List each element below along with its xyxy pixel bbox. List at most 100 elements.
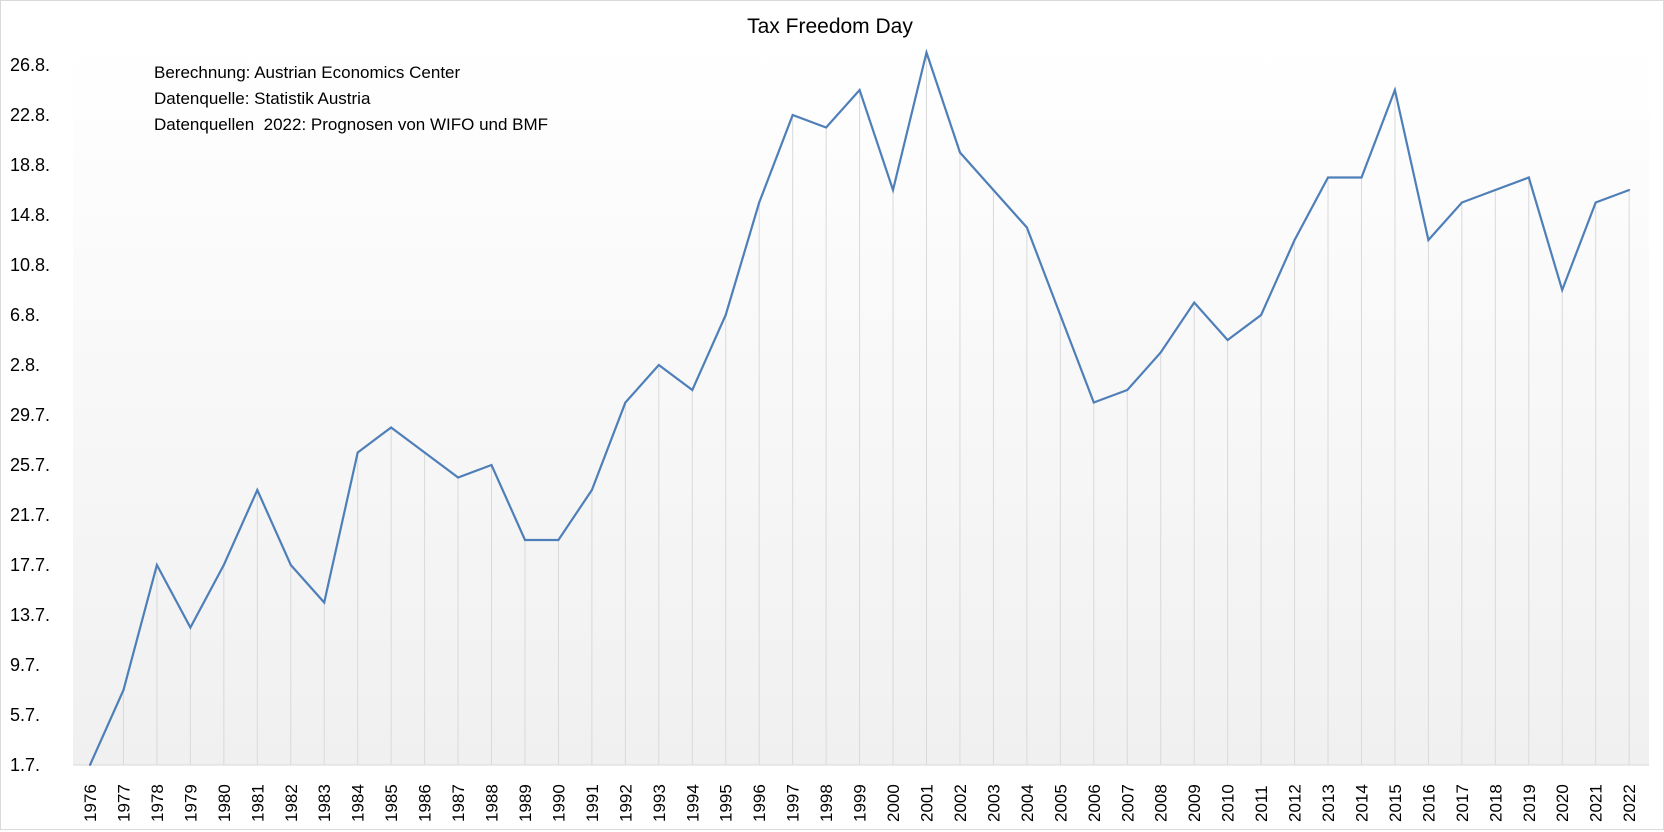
y-tick-label: 21.7. xyxy=(10,505,50,525)
x-tick-label: 2000 xyxy=(884,784,903,822)
y-tick-label: 2.8. xyxy=(10,355,40,375)
data-point-2009 xyxy=(1193,301,1196,304)
data-point-2020 xyxy=(1561,289,1564,291)
x-tick-label: 2019 xyxy=(1520,784,1539,822)
data-point-1988 xyxy=(490,464,493,466)
y-tick-label: 22.8. xyxy=(10,105,50,125)
data-point-2010 xyxy=(1226,339,1229,341)
x-tick-label: 2006 xyxy=(1085,784,1104,822)
x-tick-label: 2009 xyxy=(1185,784,1204,822)
data-point-1995 xyxy=(724,314,727,316)
x-tick-label: 2014 xyxy=(1352,784,1371,822)
data-point-1997 xyxy=(791,114,794,116)
data-point-2003 xyxy=(992,189,995,191)
x-tick-label: 2005 xyxy=(1051,784,1070,822)
data-point-1993 xyxy=(657,364,660,366)
data-point-2021 xyxy=(1594,201,1597,204)
y-tick-label: 17.7. xyxy=(10,555,50,575)
data-point-1984 xyxy=(356,451,359,454)
x-tick-label: 2021 xyxy=(1587,784,1606,822)
x-tick-label: 1980 xyxy=(215,784,234,822)
x-tick-label: 1995 xyxy=(717,784,736,822)
x-tick-label: 1987 xyxy=(449,784,468,822)
data-points xyxy=(89,51,1631,766)
data-point-1998 xyxy=(825,126,828,129)
x-tick-label: 1997 xyxy=(784,784,803,822)
x-tick-label: 1989 xyxy=(516,784,535,822)
plot-area xyxy=(73,40,1649,765)
data-point-1986 xyxy=(423,451,426,454)
data-point-2017 xyxy=(1460,201,1463,204)
x-tick-label: 2010 xyxy=(1219,784,1238,822)
x-tick-label: 2017 xyxy=(1453,784,1472,822)
data-point-1980 xyxy=(222,564,225,566)
x-tick-label: 1984 xyxy=(349,784,368,822)
y-tick-label: 26.8. xyxy=(10,55,50,75)
data-point-1996 xyxy=(758,201,761,204)
data-point-1978 xyxy=(155,564,158,566)
y-tick-label: 25.7. xyxy=(10,455,50,475)
x-tick-label: 1979 xyxy=(181,784,200,822)
y-tick-label: 9.7. xyxy=(10,655,40,675)
y-tick-label: 13.7. xyxy=(10,605,50,625)
x-tick-label: 1999 xyxy=(851,784,870,822)
x-tick-label: 1994 xyxy=(683,784,702,822)
y-tick-label: 6.8. xyxy=(10,305,40,325)
data-point-1977 xyxy=(122,689,125,691)
x-tick-label: 2018 xyxy=(1486,784,1505,822)
x-tick-label: 1981 xyxy=(248,784,267,822)
y-tick-label: 18.8. xyxy=(10,155,50,175)
data-point-1976 xyxy=(89,764,91,766)
chart-title: Tax Freedom Day xyxy=(747,15,913,38)
x-tick-label: 2015 xyxy=(1386,784,1405,822)
x-tick-label: 1996 xyxy=(750,784,769,822)
y-tick-label: 14.8. xyxy=(10,205,50,225)
data-point-2001 xyxy=(925,51,928,54)
data-point-1979 xyxy=(189,626,192,629)
x-tick-label: 1983 xyxy=(315,784,334,822)
data-point-2015 xyxy=(1393,89,1396,91)
data-point-1981 xyxy=(256,489,259,491)
data-point-2014 xyxy=(1360,176,1363,179)
data-point-1983 xyxy=(323,601,326,604)
x-tick-label: 2013 xyxy=(1319,784,1338,822)
x-tick-label: 1978 xyxy=(148,784,167,822)
data-point-2004 xyxy=(1025,226,1028,229)
x-tick-label: 2020 xyxy=(1553,784,1572,822)
x-tick-label: 1998 xyxy=(817,784,836,822)
y-tick-label: 1.7. xyxy=(10,755,40,775)
x-tick-label: 1988 xyxy=(483,784,502,822)
data-point-2018 xyxy=(1494,189,1497,191)
x-tick-label: 1985 xyxy=(382,784,401,822)
x-tick-label: 1977 xyxy=(114,784,133,822)
y-axis-tick-labels: 1.7. 5.7. 9.7. 13.7. 17.7. 21.7. 25.7. 29.7. 2.8… xyxy=(10,55,50,775)
data-point-1987 xyxy=(457,476,460,479)
drop-lines xyxy=(122,52,1630,765)
data-point-1999 xyxy=(858,89,861,91)
data-point-2002 xyxy=(958,151,961,154)
x-tick-label: 2022 xyxy=(1620,784,1639,822)
data-point-2011 xyxy=(1260,314,1263,316)
x-tick-label: 2008 xyxy=(1152,784,1171,822)
x-tick-label: 2012 xyxy=(1286,784,1305,822)
y-tick-label: 29.7. xyxy=(10,405,50,425)
x-tick-label: 2004 xyxy=(1018,784,1037,822)
annotation-calculation: Berechnung: Austrian Economics Center xyxy=(154,63,461,82)
data-point-2013 xyxy=(1327,176,1330,179)
data-point-2006 xyxy=(1092,401,1095,404)
x-tick-label: 1991 xyxy=(583,784,602,822)
data-point-1990 xyxy=(557,539,560,541)
x-tick-label: 1982 xyxy=(282,784,301,822)
x-tick-label: 1990 xyxy=(549,784,568,822)
data-point-2000 xyxy=(892,189,895,191)
data-point-1994 xyxy=(691,389,694,391)
x-tick-label: 2002 xyxy=(951,784,970,822)
data-point-1982 xyxy=(289,564,292,566)
data-point-2022 xyxy=(1628,189,1631,191)
data-point-2008 xyxy=(1159,351,1162,354)
data-point-1985 xyxy=(390,426,393,429)
data-point-2019 xyxy=(1527,176,1530,179)
x-tick-label: 1993 xyxy=(650,784,669,822)
x-tick-label: 2016 xyxy=(1419,784,1438,822)
